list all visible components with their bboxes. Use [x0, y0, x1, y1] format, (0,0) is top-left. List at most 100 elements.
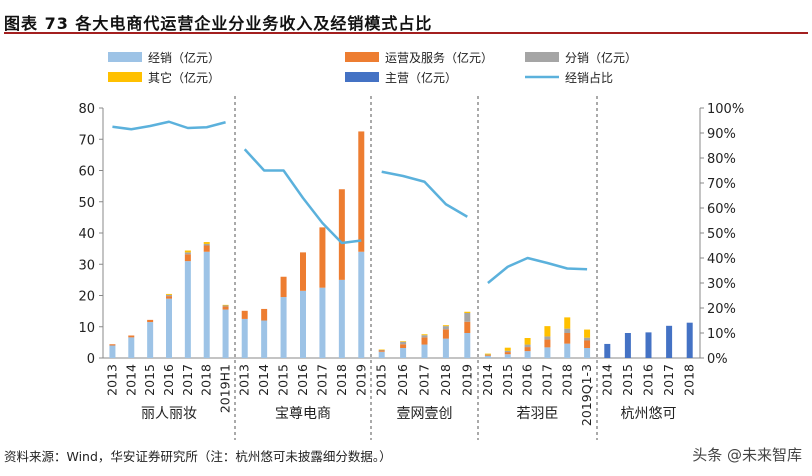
- bar-运营及服务: [421, 337, 428, 345]
- x-tick-label: 2015: [142, 364, 157, 396]
- x-tick-label: 2015: [620, 364, 635, 396]
- company-label: 丽人丽妆: [141, 406, 197, 422]
- bar-运营及服务: [280, 276, 287, 298]
- bar-主营: [686, 322, 693, 358]
- bar-分销: [584, 337, 591, 341]
- legend-swatch: [345, 72, 379, 82]
- bar-经销: [261, 320, 268, 358]
- y-right-tick-label: 70%: [707, 177, 736, 192]
- bar-分销: [222, 305, 229, 307]
- bar-经销: [421, 344, 428, 358]
- x-tick-label: 2017: [180, 364, 195, 396]
- y-left-tick-label: 20: [78, 290, 95, 305]
- bar-其它: [464, 311, 471, 313]
- legend-swatch: [525, 52, 559, 62]
- bar-分销: [421, 335, 428, 338]
- bar-分销: [524, 344, 531, 348]
- watermark: 头条 @未来智库: [692, 446, 802, 464]
- legend-label: 经销（亿元）: [148, 50, 220, 65]
- company-label: 杭州悠可: [621, 406, 677, 422]
- bar-经销: [464, 333, 471, 358]
- bar-分销: [564, 328, 571, 333]
- x-tick-label: 2014: [123, 364, 138, 396]
- x-tick-label: 2018: [559, 364, 574, 396]
- company-label: 若羽臣: [517, 406, 559, 422]
- x-tick-label: 2015: [500, 364, 515, 396]
- bar-运营及服务: [358, 131, 365, 252]
- bar-分销: [184, 252, 191, 255]
- bar-其它: [378, 349, 385, 351]
- bar-经销: [358, 251, 365, 358]
- y-right-tick-label: 80%: [707, 152, 736, 167]
- bar-运营及服务: [378, 350, 385, 352]
- legend-swatch: [108, 52, 142, 62]
- bar-运营及服务: [184, 254, 191, 262]
- bar-经销: [584, 348, 591, 358]
- legend-swatch: [108, 72, 142, 82]
- share-line: [381, 170, 468, 218]
- company-label: 壹网壹创: [397, 406, 453, 422]
- bar-其它: [584, 329, 591, 338]
- bar-运营及服务: [128, 335, 135, 338]
- bar-其它: [184, 250, 191, 253]
- bar-经销: [564, 343, 571, 358]
- bar-其它: [222, 304, 229, 306]
- bar-经销: [504, 354, 511, 358]
- bar-经销: [524, 351, 531, 358]
- legend-label: 经销占比: [565, 70, 613, 85]
- y-right-tick-label: 30%: [707, 277, 736, 292]
- x-tick-label: 2017: [539, 364, 554, 396]
- bar-其它: [524, 338, 531, 345]
- y-right-tick-label: 50%: [707, 227, 736, 242]
- bar-其它: [484, 353, 491, 355]
- bar-经销: [128, 337, 135, 358]
- bar-其它: [166, 293, 172, 295]
- bar-运营及服务: [338, 189, 345, 280]
- bar-运营及服务: [484, 354, 491, 356]
- bar-运营及服务: [564, 333, 571, 344]
- y-right-tick-label: 40%: [707, 252, 736, 267]
- x-tick-label: 2015: [374, 364, 389, 396]
- bar-主营: [666, 325, 673, 358]
- bar-经销: [300, 290, 306, 358]
- bar-经销: [222, 309, 229, 358]
- x-tick-label: 2016: [641, 364, 656, 396]
- y-left-tick-label: 50: [78, 196, 95, 211]
- x-tick-label: 2019: [459, 364, 474, 396]
- y-right-tick-label: 90%: [707, 127, 736, 142]
- bar-经销: [544, 347, 551, 358]
- y-right-tick-label: 20%: [707, 302, 736, 317]
- bar-经销: [400, 348, 407, 358]
- bar-经销: [166, 298, 172, 358]
- bar-经销: [484, 355, 491, 358]
- bar-其它: [564, 317, 571, 329]
- x-tick-label: 2018: [682, 364, 697, 396]
- bar-其它: [504, 347, 511, 351]
- bar-运营及服务: [504, 352, 511, 355]
- bar-运营及服务: [109, 344, 116, 346]
- bar-运营及服务: [241, 310, 248, 319]
- bar-经销: [280, 297, 287, 358]
- bar-主营: [645, 332, 652, 358]
- bar-经销: [109, 345, 116, 358]
- y-left-tick-label: 70: [78, 133, 95, 148]
- bar-分销: [544, 336, 551, 340]
- y-right-tick-label: 0%: [707, 352, 728, 367]
- y-left-tick-label: 30: [78, 258, 95, 273]
- chart-title: 图表 73 各大电商代运营企业分业务收入及经销模式占比: [4, 14, 433, 33]
- bar-经销: [378, 351, 385, 358]
- bar-分销: [203, 243, 210, 246]
- x-tick-label: 2016: [295, 364, 310, 396]
- bar-其它: [203, 242, 210, 244]
- x-tick-label: 2015: [276, 364, 291, 396]
- bar-其它: [442, 325, 449, 327]
- bar-经销: [203, 251, 210, 358]
- legend-label: 主营（亿元）: [385, 70, 457, 85]
- bar-其它: [421, 334, 428, 336]
- bar-运营及服务: [524, 347, 531, 352]
- bar-分销: [484, 354, 491, 356]
- x-tick-label: 2018: [438, 364, 453, 396]
- legend-swatch: [345, 52, 379, 62]
- x-tick-label: 2014: [599, 364, 614, 396]
- bar-运营及服务: [166, 296, 172, 299]
